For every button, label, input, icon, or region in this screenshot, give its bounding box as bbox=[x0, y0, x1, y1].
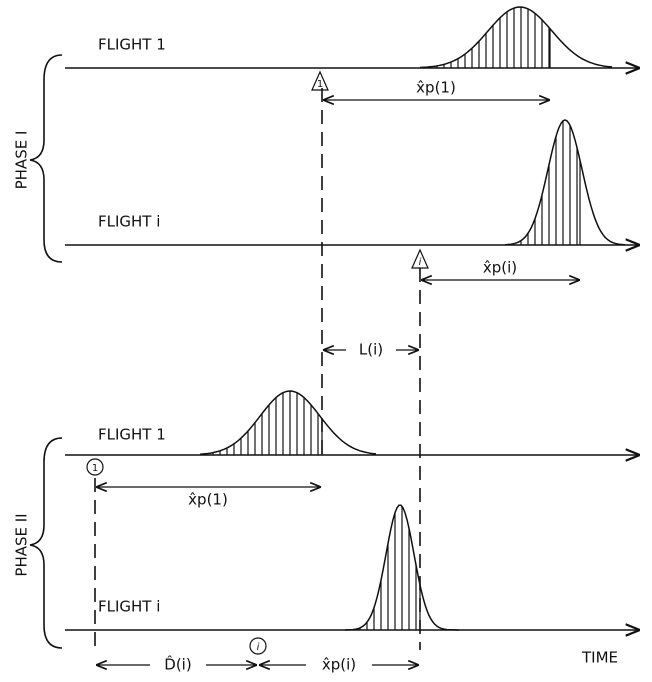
circle-marker bbox=[86, 458, 104, 476]
flight-label: FLIGHT i bbox=[98, 598, 160, 616]
interval-label: x̂p(i) bbox=[322, 656, 356, 674]
interval-label: x̂p(1) bbox=[188, 491, 228, 509]
distribution-curve bbox=[419, 6, 613, 69]
distribution-curve bbox=[504, 119, 626, 246]
marker-label: i bbox=[419, 257, 422, 268]
circle-marker bbox=[249, 637, 267, 655]
hatch-area bbox=[515, 120, 580, 245]
label-bg bbox=[150, 653, 206, 677]
delay-label: D̂(i) bbox=[164, 655, 191, 674]
triangle-marker bbox=[411, 248, 429, 269]
flight-label: FLIGHT 1 bbox=[98, 36, 166, 54]
flight-label: FLIGHT 1 bbox=[98, 426, 166, 444]
marker-label: 1 bbox=[92, 463, 98, 474]
marker-label: 1 bbox=[317, 79, 323, 90]
axis-label: TIME bbox=[581, 649, 618, 667]
distribution-curve bbox=[345, 504, 459, 631]
interval-label: x̂p(1) bbox=[416, 79, 456, 97]
label-bg bbox=[346, 340, 396, 360]
brace bbox=[29, 54, 63, 263]
flight-label: FLIGHT i bbox=[98, 213, 160, 231]
phase-label: PHASE II bbox=[13, 513, 31, 576]
triangle-marker bbox=[311, 70, 329, 91]
phase-label: PHASE I bbox=[13, 131, 31, 190]
brace bbox=[29, 437, 63, 649]
lag-label: L(i) bbox=[359, 341, 383, 359]
hatch-area bbox=[355, 505, 420, 630]
interval-label: x̂p(i) bbox=[483, 259, 517, 277]
label-bg bbox=[306, 653, 372, 677]
distribution-curve bbox=[199, 390, 377, 456]
hatch-area bbox=[430, 7, 550, 68]
hatch-area bbox=[210, 391, 322, 455]
marker-label: i bbox=[257, 642, 260, 653]
